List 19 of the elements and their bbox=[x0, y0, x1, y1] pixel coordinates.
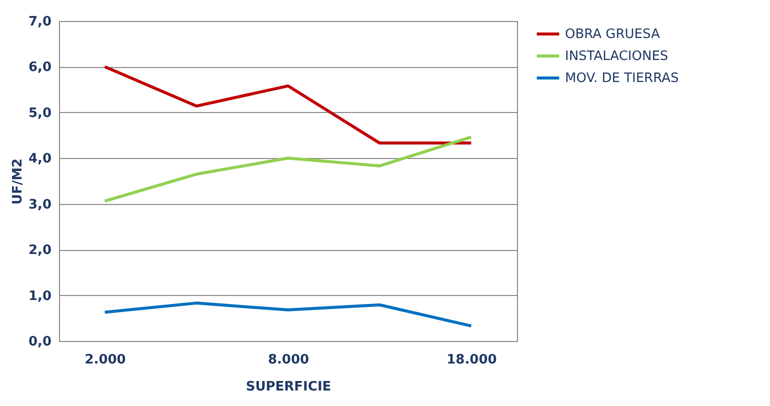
y-tick-label: 2,0 bbox=[28, 243, 52, 258]
x-axis-title: SUPERFICIE bbox=[246, 380, 332, 394]
x-tick-label: 2.000 bbox=[84, 352, 126, 368]
y-tick-label: 3,0 bbox=[28, 197, 52, 212]
line-series bbox=[103, 136, 473, 203]
y-tick-label: 4,0 bbox=[28, 152, 52, 167]
line-series bbox=[103, 302, 473, 328]
legend-label: INSTALACIONES bbox=[565, 49, 668, 64]
y-axis-title: UF/M2 bbox=[10, 158, 26, 205]
x-tick-label: 8.000 bbox=[268, 352, 310, 368]
y-tick-label: 5,0 bbox=[28, 106, 52, 121]
legend-label: MOV. DE TIERRAS bbox=[565, 71, 679, 86]
y-tick-label: 7,0 bbox=[28, 14, 52, 30]
y-tick-label: 6,0 bbox=[28, 60, 52, 76]
y-tick-label: 1,0 bbox=[28, 288, 52, 304]
legend-label: OBRA GRUESA bbox=[565, 27, 660, 42]
y-tick-label: 0,0 bbox=[28, 334, 52, 350]
x-tick-label: 18.000 bbox=[446, 352, 497, 368]
line-series bbox=[103, 65, 473, 145]
